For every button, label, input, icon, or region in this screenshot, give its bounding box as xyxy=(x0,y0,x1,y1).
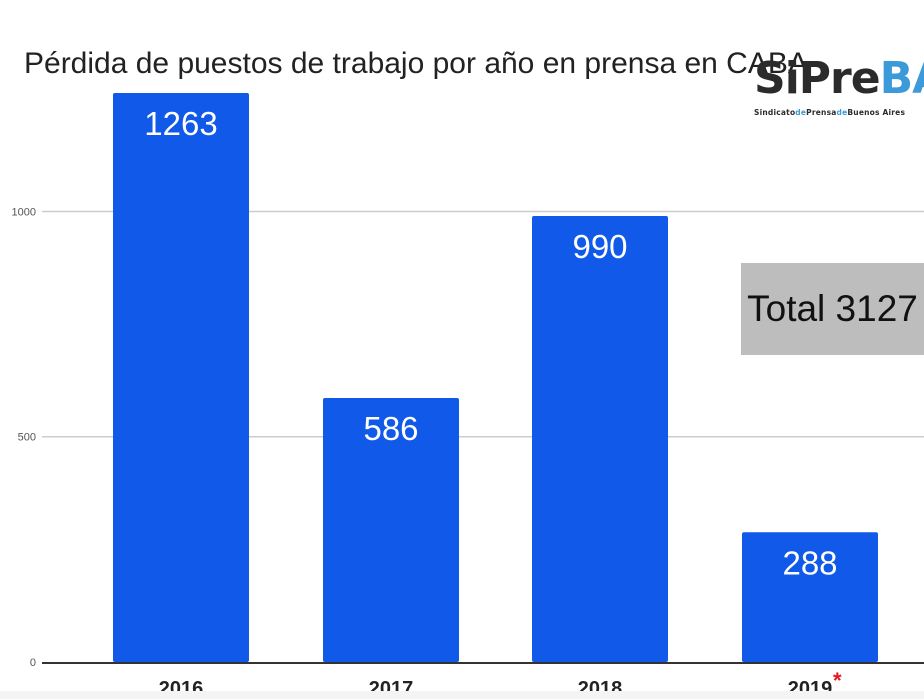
y-tick-label: 0 xyxy=(30,657,36,669)
bar-value-label: 1263 xyxy=(144,105,217,142)
bar-value-label: 990 xyxy=(572,228,627,265)
bar xyxy=(532,215,668,663)
bar-value-label: 586 xyxy=(363,410,418,447)
logo-wordmark: SiPreBA xyxy=(754,53,924,104)
logo-subtitle-4: de xyxy=(836,108,848,117)
chart-title: Pérdida de puestos de trabajo por año en… xyxy=(24,47,808,80)
bar xyxy=(323,397,459,662)
logo-part-si: Si xyxy=(754,53,800,104)
bottom-strip xyxy=(0,691,924,699)
sipreba-logo: SiPreBA SindicatodePrensadeBuenos Aires xyxy=(754,53,924,134)
logo-subtitle-1: Sindicato xyxy=(754,108,796,117)
logo-part-ba: BA xyxy=(879,53,924,104)
logo-subtitle: SindicatodePrensadeBuenos Aires xyxy=(754,108,906,117)
bar xyxy=(742,532,878,662)
total-annotation-box: Total 3127 xyxy=(741,263,924,355)
x-tick-mark: * xyxy=(833,668,842,693)
y-tick-label: 1000 xyxy=(12,206,36,218)
logo-subtitle-2: de xyxy=(795,108,807,117)
logo-subtitle-3: Prensa xyxy=(806,108,837,117)
logo-subtitle-5: Buenos Aires xyxy=(847,108,906,117)
logo-part-pre: Pre xyxy=(798,53,881,104)
bar xyxy=(113,93,249,662)
total-annotation-label: Total 3127 xyxy=(747,288,918,329)
bar-value-label: 288 xyxy=(782,544,837,581)
y-tick-label: 500 xyxy=(18,432,36,444)
